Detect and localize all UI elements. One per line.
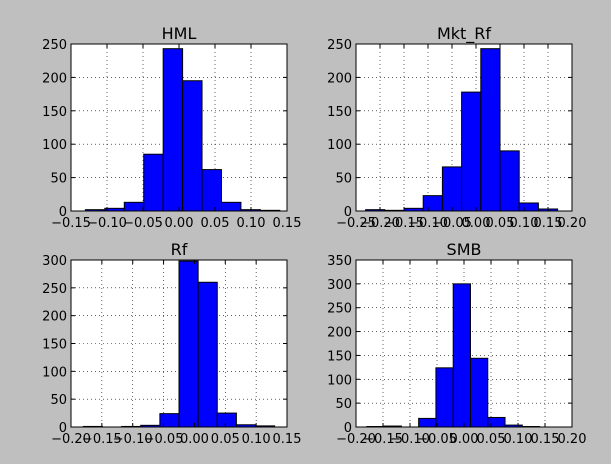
y-tick-label: 0 bbox=[344, 421, 352, 436]
histogram-bar bbox=[435, 367, 454, 428]
histogram-bar bbox=[220, 201, 242, 212]
histogram-bar bbox=[182, 80, 203, 212]
x-tick-label: −0.15 bbox=[384, 216, 424, 231]
x-tick-label: −0.20 bbox=[51, 432, 91, 447]
y-tick-label: 100 bbox=[327, 373, 352, 388]
x-tick-label: 0.15 bbox=[273, 216, 302, 231]
x-tick-label: 0.15 bbox=[534, 216, 563, 231]
histogram-bar bbox=[487, 416, 506, 428]
histogram-bar bbox=[159, 413, 180, 428]
histogram-bar bbox=[518, 202, 539, 212]
histogram-bar bbox=[422, 195, 443, 212]
y-tick-label: 200 bbox=[42, 71, 67, 86]
histogram-bar bbox=[461, 91, 482, 212]
x-tick-label: −0.15 bbox=[82, 432, 122, 447]
y-tick-label: 250 bbox=[327, 302, 352, 317]
y-tick-label: 150 bbox=[327, 105, 352, 120]
x-tick-label: 0.05 bbox=[211, 432, 240, 447]
x-tick-label: −0.05 bbox=[144, 432, 184, 447]
x-tick-label: 0.05 bbox=[201, 216, 230, 231]
y-tick-label: 50 bbox=[50, 172, 67, 187]
y-tick-label: 0 bbox=[59, 421, 67, 436]
y-tick-label: 150 bbox=[327, 349, 352, 364]
y-tick-label: 150 bbox=[42, 338, 67, 353]
x-tick-label: 0.00 bbox=[180, 432, 209, 447]
histogram-bar bbox=[452, 283, 471, 428]
x-tick-label: 0.10 bbox=[504, 432, 533, 447]
histogram-bar bbox=[216, 412, 237, 428]
y-tick-label: 50 bbox=[335, 172, 352, 187]
y-tick-label: 0 bbox=[344, 205, 352, 220]
histogram-panel-2: −0.20−0.15−0.10−0.050.00 0.05 0.10 0.15 0 50 1… bbox=[42, 240, 301, 447]
x-tick-label: −0.15 bbox=[51, 216, 91, 231]
x-tick-label: −0.20 bbox=[336, 432, 376, 447]
x-tick-label: 0.00 bbox=[450, 432, 479, 447]
y-tick-label: 200 bbox=[327, 71, 352, 86]
histogram-bar bbox=[162, 48, 184, 212]
x-tick-label: 0.20 bbox=[558, 432, 587, 447]
y-tick-label: 100 bbox=[42, 365, 67, 380]
x-tick-label: 0.10 bbox=[237, 216, 266, 231]
panel-title: SMB bbox=[447, 240, 482, 259]
histogram-bar bbox=[178, 260, 199, 428]
y-tick-label: 250 bbox=[327, 38, 352, 53]
histogram-bar bbox=[197, 281, 218, 428]
panel-title: HML bbox=[162, 24, 197, 43]
x-tick-label: −0.15 bbox=[363, 432, 403, 447]
x-tick-label: 0.05 bbox=[486, 216, 515, 231]
x-tick-label: −0.05 bbox=[123, 216, 163, 231]
x-tick-label: −0.10 bbox=[87, 216, 127, 231]
y-tick-label: 0 bbox=[59, 205, 67, 220]
x-tick-label: −0.05 bbox=[432, 216, 472, 231]
x-tick-label: 0.00 bbox=[462, 216, 491, 231]
y-tick-label: 250 bbox=[42, 38, 67, 53]
y-tick-label: 300 bbox=[42, 254, 67, 269]
y-tick-label: 250 bbox=[42, 282, 67, 297]
x-tick-label: 0.10 bbox=[510, 216, 539, 231]
y-tick-label: 300 bbox=[327, 278, 352, 293]
histogram-bar bbox=[469, 357, 489, 428]
histogram-panel-0: −0.15−0.10−0.05 0.00 0.05 0.10 0.15 0 50 100 150… bbox=[42, 24, 301, 231]
y-tick-label: 200 bbox=[42, 310, 67, 325]
histogram-bar bbox=[418, 417, 437, 428]
x-tick-label: −0.10 bbox=[113, 432, 153, 447]
histogram-bar bbox=[143, 153, 164, 212]
y-tick-label: 50 bbox=[50, 393, 67, 408]
x-tick-label: −0.25 bbox=[336, 216, 376, 231]
panel-title: Mkt_Rf bbox=[437, 24, 491, 44]
histogram-bar bbox=[201, 169, 222, 212]
y-tick-label: 150 bbox=[42, 105, 67, 120]
x-tick-label: −0.10 bbox=[390, 432, 430, 447]
x-tick-label: 0.00 bbox=[165, 216, 194, 231]
panel-title: Rf bbox=[171, 240, 188, 259]
histogram-panel-1: −0.25−0.20−0.15−0.10−0.050.000.050.100.1… bbox=[327, 24, 586, 231]
x-tick-label: 0.10 bbox=[242, 432, 271, 447]
histogram-panel-3: −0.20−0.15−0.10−0.050.000.050.100.150.20… bbox=[327, 240, 586, 447]
histogram-bar bbox=[480, 48, 501, 212]
y-tick-label: 200 bbox=[327, 326, 352, 341]
x-tick-label: −0.10 bbox=[408, 216, 448, 231]
x-tick-label: −0.20 bbox=[360, 216, 400, 231]
y-tick-label: 350 bbox=[327, 254, 352, 269]
x-tick-label: 0.05 bbox=[477, 432, 506, 447]
histogram-bar bbox=[123, 201, 145, 212]
y-tick-label: 100 bbox=[42, 138, 67, 153]
x-tick-label: −0.05 bbox=[417, 432, 457, 447]
x-tick-label: 0.15 bbox=[531, 432, 560, 447]
histogram-bar bbox=[499, 150, 520, 212]
axes-frame bbox=[355, 43, 573, 212]
y-tick-label: 50 bbox=[335, 397, 352, 412]
y-tick-label: 100 bbox=[327, 138, 352, 153]
histogram-bar bbox=[441, 166, 463, 212]
x-tick-label: 0.20 bbox=[558, 216, 587, 231]
x-tick-label: 0.15 bbox=[273, 432, 302, 447]
